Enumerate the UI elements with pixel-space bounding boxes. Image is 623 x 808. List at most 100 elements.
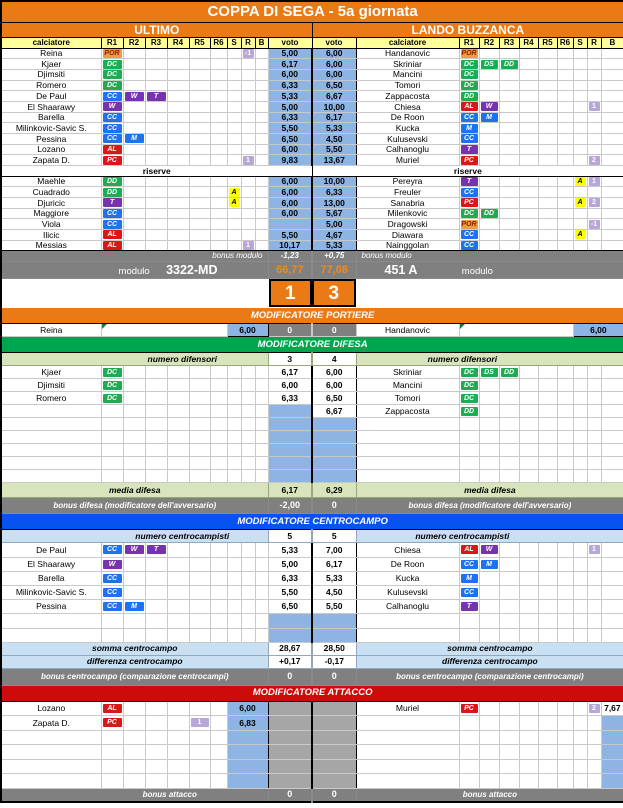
b-cell xyxy=(254,175,269,188)
role-cell xyxy=(122,365,146,380)
reserves-header-block: riserve riserve xyxy=(0,165,623,177)
role-cell xyxy=(166,417,190,432)
grid-cell xyxy=(240,627,256,643)
rating-mod-cell: -1 xyxy=(586,218,602,230)
grid-cell xyxy=(498,715,520,731)
modulo-right-cell: 451 A modulo xyxy=(355,261,623,280)
role-cell xyxy=(122,584,146,601)
rating-mod-cell xyxy=(586,417,602,432)
role-cell xyxy=(478,570,500,586)
player-name: Calhanoglu xyxy=(355,599,460,615)
role-cell xyxy=(188,79,211,92)
grid-cell xyxy=(209,715,228,731)
modulo-label-right: modulo xyxy=(461,266,493,278)
role-cell xyxy=(518,378,539,393)
comment-marker-icon xyxy=(460,324,465,330)
role-badge: DC xyxy=(460,59,478,69)
role-cell: DD xyxy=(100,175,124,188)
role-cell xyxy=(122,47,146,60)
player-name xyxy=(355,443,460,458)
numero-difensori-label-left: numero difensori xyxy=(0,352,269,367)
player-name: Viola xyxy=(0,218,102,230)
grid-cell xyxy=(209,729,228,746)
grid-cell xyxy=(240,584,256,601)
b-cell xyxy=(254,196,269,209)
role-badge: DD xyxy=(460,406,478,416)
rating-mod-badge: 1 xyxy=(242,155,254,165)
voto-cell: 6,00 xyxy=(267,207,313,220)
player-name xyxy=(355,729,460,746)
role-cell xyxy=(537,391,558,406)
score-right: 3 xyxy=(314,281,354,306)
rating-mod-cell xyxy=(240,218,256,230)
sub-cell xyxy=(226,207,242,220)
role-cell xyxy=(537,79,558,92)
role-badge: DC xyxy=(460,209,478,218)
section-voto-right xyxy=(311,627,357,643)
role-cell xyxy=(498,68,520,81)
grid-cell xyxy=(226,404,242,419)
column-header: S xyxy=(572,36,588,49)
score-spacer-right xyxy=(355,278,623,309)
role-cell xyxy=(556,90,574,102)
role-cell: AL xyxy=(458,100,480,113)
player-name: Zappacosta xyxy=(355,90,460,102)
rating-mod-cell xyxy=(188,700,211,717)
grid-cell xyxy=(226,443,242,458)
b-cell xyxy=(600,111,623,124)
role-cell xyxy=(556,570,574,586)
role-badge: POR xyxy=(460,219,478,229)
role-cell xyxy=(122,186,146,198)
voto-cell: 5,67 xyxy=(311,207,357,220)
role-cell xyxy=(537,218,558,230)
grid-cell xyxy=(226,417,242,432)
grid-cell xyxy=(166,758,190,775)
column-header: B xyxy=(254,36,269,49)
b-cell xyxy=(600,100,623,113)
role-badge: T xyxy=(102,198,122,208)
role-cell xyxy=(122,111,146,124)
role-cell xyxy=(556,456,574,471)
sub-cell xyxy=(572,186,588,198)
section-voto-left xyxy=(267,627,313,643)
role-cell xyxy=(518,239,539,252)
role-cell xyxy=(144,556,168,572)
role-cell xyxy=(478,218,500,230)
player-name: Kjaer xyxy=(0,365,102,380)
role-cell xyxy=(188,599,211,615)
player-name: Mancini xyxy=(355,68,460,81)
role-cell xyxy=(144,79,168,92)
grid-cell xyxy=(600,613,623,629)
rating-mod-cell xyxy=(240,133,256,145)
grid-cell xyxy=(572,773,588,789)
player-name xyxy=(355,417,460,432)
role-cell xyxy=(498,196,520,209)
column-header: S xyxy=(226,36,242,49)
grid-cell xyxy=(144,729,168,746)
role-badge: DC xyxy=(102,70,122,80)
role-cell xyxy=(498,613,520,629)
rating-mod-badge: 1 xyxy=(588,545,600,555)
player-row: Maggiore CC 6,00 5,67 Milenkovic DC DD xyxy=(0,207,623,220)
role-cell xyxy=(537,584,558,601)
role-cell xyxy=(498,239,520,252)
grid-cell xyxy=(556,744,574,760)
role-cell xyxy=(209,556,228,572)
grid-cell xyxy=(240,430,256,445)
grid-cell xyxy=(600,456,623,471)
role-cell: CC xyxy=(100,207,124,220)
player-name: Zappacosta xyxy=(355,404,460,419)
role-cell xyxy=(498,378,520,393)
role-cell xyxy=(556,627,574,643)
grid-cell xyxy=(556,773,574,789)
grid-cell xyxy=(537,729,558,746)
role-cell: DD xyxy=(458,404,480,419)
role-cell: CC xyxy=(458,229,480,241)
grid-cell xyxy=(572,627,588,643)
role-cell xyxy=(518,111,539,124)
role-cell xyxy=(518,584,539,601)
bonus-modulo-label-left: bonus modulo xyxy=(0,250,269,263)
role-cell xyxy=(209,378,228,393)
player-name: Lozano xyxy=(0,143,102,156)
attacco-voto-left: 6,00 xyxy=(226,700,269,717)
